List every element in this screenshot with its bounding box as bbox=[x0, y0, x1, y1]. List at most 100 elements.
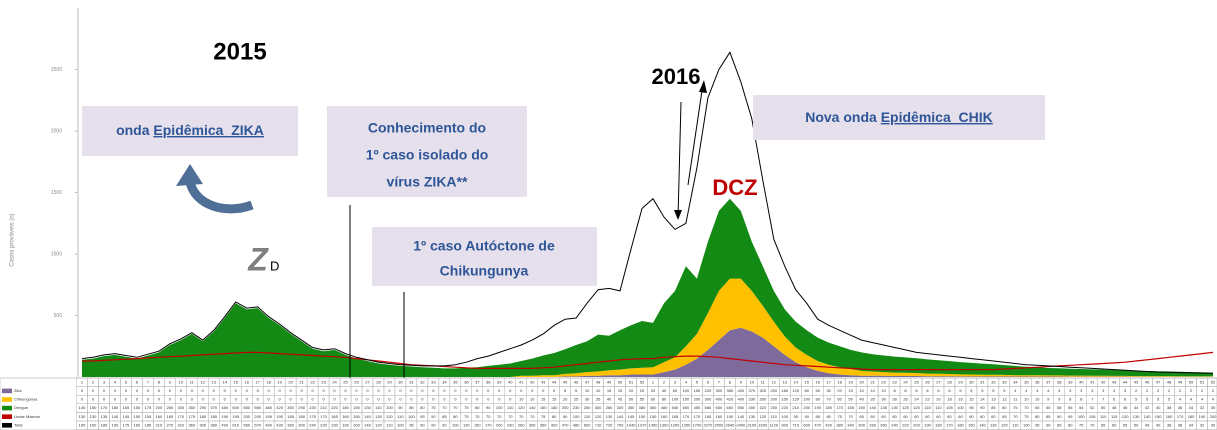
table-value: 28 bbox=[892, 397, 897, 402]
table-value: 100 bbox=[1078, 414, 1085, 419]
table-value: 165 bbox=[705, 414, 712, 419]
table-value: 0 bbox=[344, 397, 347, 402]
table-value: 160 bbox=[342, 414, 349, 419]
table-value: 80 bbox=[815, 397, 820, 402]
table-value: 100 bbox=[408, 414, 415, 419]
table-value: 20 bbox=[629, 388, 634, 393]
table-value: 0 bbox=[191, 388, 194, 393]
x-tick-label: 43 bbox=[541, 379, 546, 384]
x-tick-label: 37 bbox=[475, 379, 480, 384]
table-value: 34 bbox=[1189, 405, 1194, 410]
table-value: 290 bbox=[298, 405, 305, 410]
year-label: 2016 bbox=[652, 64, 701, 89]
table-value: 16 bbox=[958, 397, 963, 402]
table-value: 190 bbox=[112, 422, 119, 427]
table-value: 100 bbox=[573, 414, 580, 419]
x-tick-label: 48 bbox=[596, 379, 601, 384]
table-value: 160 bbox=[156, 414, 163, 419]
table-value: 1700 bbox=[692, 422, 702, 427]
table-value: 90 bbox=[431, 422, 436, 427]
x-tick-label: 23 bbox=[892, 379, 897, 384]
table-value: 95 bbox=[1068, 414, 1073, 419]
x-tick-label: 51 bbox=[629, 379, 634, 384]
table-value: 480 bbox=[661, 405, 668, 410]
table-value: 150 bbox=[727, 414, 734, 419]
x-tick-label: 49 bbox=[1178, 379, 1183, 384]
table-value: 25 bbox=[574, 397, 579, 402]
table-value: 420 bbox=[276, 405, 283, 410]
table-value: 105 bbox=[946, 405, 953, 410]
table-value: 270 bbox=[167, 422, 174, 427]
table-value: 2 bbox=[1201, 388, 1204, 393]
table-value: 70 bbox=[1013, 414, 1018, 419]
x-tick-label: 25 bbox=[343, 379, 348, 384]
table-value: 5 bbox=[575, 388, 578, 393]
x-tick-label: 31 bbox=[409, 379, 414, 384]
table-value: 100 bbox=[397, 422, 404, 427]
table-value: 0 bbox=[355, 388, 358, 393]
table-value: 160 bbox=[134, 422, 141, 427]
x-tick-label: 45 bbox=[1134, 379, 1139, 384]
table-value: 420 bbox=[825, 422, 832, 427]
table-value: 360 bbox=[287, 422, 294, 427]
table-value: 40 bbox=[1156, 405, 1161, 410]
x-tick-label: 7 bbox=[147, 379, 150, 384]
arrow bbox=[677, 101, 682, 219]
table-value: 150 bbox=[650, 414, 657, 419]
table-value: 12 bbox=[1002, 397, 1007, 402]
table-value: 20 bbox=[651, 388, 656, 393]
legend-label: Total bbox=[14, 422, 23, 427]
table-value: 0 bbox=[465, 388, 468, 393]
y-tick-label: 2500 bbox=[51, 67, 62, 73]
table-value: 150 bbox=[134, 405, 141, 410]
table-value: 2 bbox=[1135, 388, 1138, 393]
legend-label: Dengue bbox=[14, 405, 29, 410]
table-value: 0 bbox=[377, 397, 380, 402]
table-value: 0 bbox=[257, 397, 260, 402]
table-value: 85 bbox=[442, 414, 447, 419]
table-value: 150 bbox=[90, 405, 97, 410]
table-value: 36 bbox=[1178, 405, 1183, 410]
annotation-part: onda bbox=[116, 122, 153, 138]
table-value: 260 bbox=[880, 422, 887, 427]
table-value: 0 bbox=[498, 397, 501, 402]
table-value: 300 bbox=[177, 405, 184, 410]
legend-label: Chikungunya bbox=[14, 397, 38, 402]
table-value: 0 bbox=[103, 397, 106, 402]
x-tick-label: 6 bbox=[136, 379, 139, 384]
table-value: 80 bbox=[475, 405, 480, 410]
table-value: 120 bbox=[595, 414, 602, 419]
table-value: 140 bbox=[79, 405, 86, 410]
data-table: 1 2 3 4 5 6 7 8 9 10 11 12 13 14 15 16 17 18 19 20 21 22 23 24 2… bbox=[0, 377, 1217, 430]
table-value: 52 bbox=[1090, 405, 1095, 410]
table-value: 165 bbox=[672, 414, 679, 419]
annotation: onda Epidêmica_ZIKA bbox=[116, 122, 264, 138]
table-value: 130 bbox=[1133, 414, 1140, 419]
table-value: 24 bbox=[914, 397, 919, 402]
table-value: 38 bbox=[1167, 422, 1172, 427]
table-value: 190 bbox=[924, 422, 931, 427]
table-value: 1040 bbox=[627, 422, 637, 427]
table-value: 80 bbox=[453, 414, 458, 419]
x-tick-label: 52 bbox=[1211, 379, 1216, 384]
table-value: 110 bbox=[375, 405, 382, 410]
table-value: 140 bbox=[112, 414, 119, 419]
table-value: 130 bbox=[891, 405, 898, 410]
table-value: 0 bbox=[125, 388, 128, 393]
table-value: 0 bbox=[180, 397, 183, 402]
x-tick-label: 47 bbox=[1156, 379, 1161, 384]
table-value: 8 bbox=[915, 388, 918, 393]
x-tick-label: 26 bbox=[925, 379, 930, 384]
table-value: 180 bbox=[101, 422, 108, 427]
table-value: 60 bbox=[947, 414, 952, 419]
table-value: 1600 bbox=[758, 422, 768, 427]
plot bbox=[75, 51, 1214, 377]
table-value: 100 bbox=[683, 388, 690, 393]
table-value: 60 bbox=[881, 414, 886, 419]
table-value: 8 bbox=[904, 388, 907, 393]
table-value: 180 bbox=[825, 405, 832, 410]
table-value: 210 bbox=[792, 405, 799, 410]
table-value: 100 bbox=[1023, 422, 1030, 427]
table-value: 0 bbox=[136, 388, 139, 393]
